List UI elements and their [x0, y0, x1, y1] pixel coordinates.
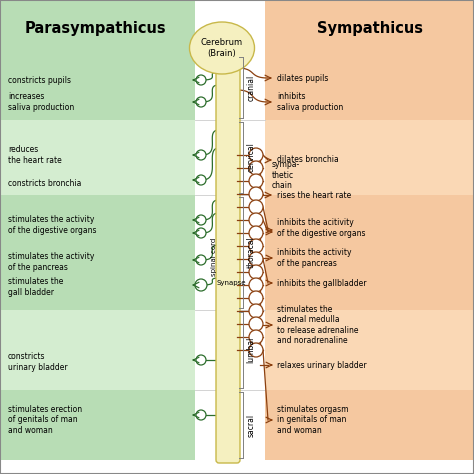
Circle shape	[249, 226, 263, 240]
Bar	[0, 310, 195, 390]
Circle shape	[249, 317, 263, 331]
Text: inhibits
saliva production: inhibits saliva production	[277, 92, 343, 112]
Text: constricts
urinary bladder: constricts urinary bladder	[8, 352, 68, 372]
FancyBboxPatch shape	[216, 52, 240, 463]
Text: constricts pupils: constricts pupils	[8, 75, 71, 84]
Circle shape	[249, 291, 263, 305]
Text: dilates pupils: dilates pupils	[277, 73, 328, 82]
Text: stimulates orgasm
in genitals of man
and woman: stimulates orgasm in genitals of man and…	[277, 405, 348, 435]
Text: reduces
the heart rate: reduces the heart rate	[8, 146, 62, 164]
Text: rises the heart rate: rises the heart rate	[277, 191, 351, 200]
Text: thoracal: thoracal	[246, 237, 255, 268]
Circle shape	[196, 410, 206, 420]
Text: inhibits the acitivity
of the digestive organs: inhibits the acitivity of the digestive …	[277, 219, 365, 237]
Circle shape	[196, 355, 206, 365]
Circle shape	[249, 187, 263, 201]
Circle shape	[249, 148, 263, 162]
Bar	[265, 120, 474, 195]
Text: stimulates the
gall bladder: stimulates the gall bladder	[8, 277, 64, 297]
Bar	[0, 120, 195, 195]
Text: stimulates the activity
of the digestive organs: stimulates the activity of the digestive…	[8, 215, 97, 235]
Text: cervical: cervical	[246, 143, 255, 173]
Circle shape	[195, 279, 207, 291]
Circle shape	[249, 252, 263, 266]
Text: cranial: cranial	[246, 74, 255, 100]
Circle shape	[249, 330, 263, 344]
Circle shape	[249, 343, 263, 357]
Circle shape	[196, 215, 206, 225]
Text: constricts bronchia: constricts bronchia	[8, 179, 82, 188]
Circle shape	[196, 255, 206, 265]
Bar	[265, 0, 474, 55]
Circle shape	[249, 278, 263, 292]
Circle shape	[196, 175, 206, 185]
Text: sacral: sacral	[246, 413, 255, 437]
Circle shape	[196, 97, 206, 107]
Text: Parasympathicus: Parasympathicus	[24, 20, 166, 36]
Circle shape	[196, 75, 206, 85]
Text: relaxes urinary bladder: relaxes urinary bladder	[277, 361, 366, 370]
Circle shape	[249, 265, 263, 279]
Circle shape	[249, 213, 263, 227]
Text: stimulates erection
of genitals of man
and woman: stimulates erection of genitals of man a…	[8, 405, 82, 435]
Bar	[265, 195, 474, 310]
Text: stimulates the
adrenal medulla
to release adrenaline
and noradrenaline: stimulates the adrenal medulla to releas…	[277, 305, 358, 345]
Text: sympa-
thetic
chain: sympa- thetic chain	[272, 160, 300, 190]
Text: inhibits the activity
of the pancreas: inhibits the activity of the pancreas	[277, 248, 352, 268]
Text: Synapse: Synapse	[217, 280, 246, 286]
Text: stimulates the activity
of the pancreas: stimulates the activity of the pancreas	[8, 252, 94, 272]
Text: dilates bronchia: dilates bronchia	[277, 155, 339, 164]
Text: spinal cord: spinal cord	[211, 238, 217, 276]
Text: inhibits the gallbladder: inhibits the gallbladder	[277, 279, 366, 288]
Text: increases
saliva production: increases saliva production	[8, 92, 74, 112]
Bar	[195, 0, 265, 474]
Text: lumbal: lumbal	[246, 337, 255, 363]
Bar	[0, 0, 195, 55]
Bar	[265, 310, 474, 390]
Circle shape	[249, 239, 263, 253]
Circle shape	[196, 150, 206, 160]
Circle shape	[249, 161, 263, 175]
Bar	[0, 195, 195, 310]
Bar	[0, 390, 195, 460]
Ellipse shape	[190, 22, 255, 74]
Bar	[0, 55, 195, 120]
Text: Cerebrum
(Brain): Cerebrum (Brain)	[201, 38, 243, 58]
Bar	[265, 390, 474, 460]
Circle shape	[196, 228, 206, 238]
Circle shape	[249, 200, 263, 214]
Circle shape	[249, 174, 263, 188]
Text: Sympathicus: Sympathicus	[317, 20, 423, 36]
Circle shape	[249, 304, 263, 318]
Bar	[265, 55, 474, 120]
